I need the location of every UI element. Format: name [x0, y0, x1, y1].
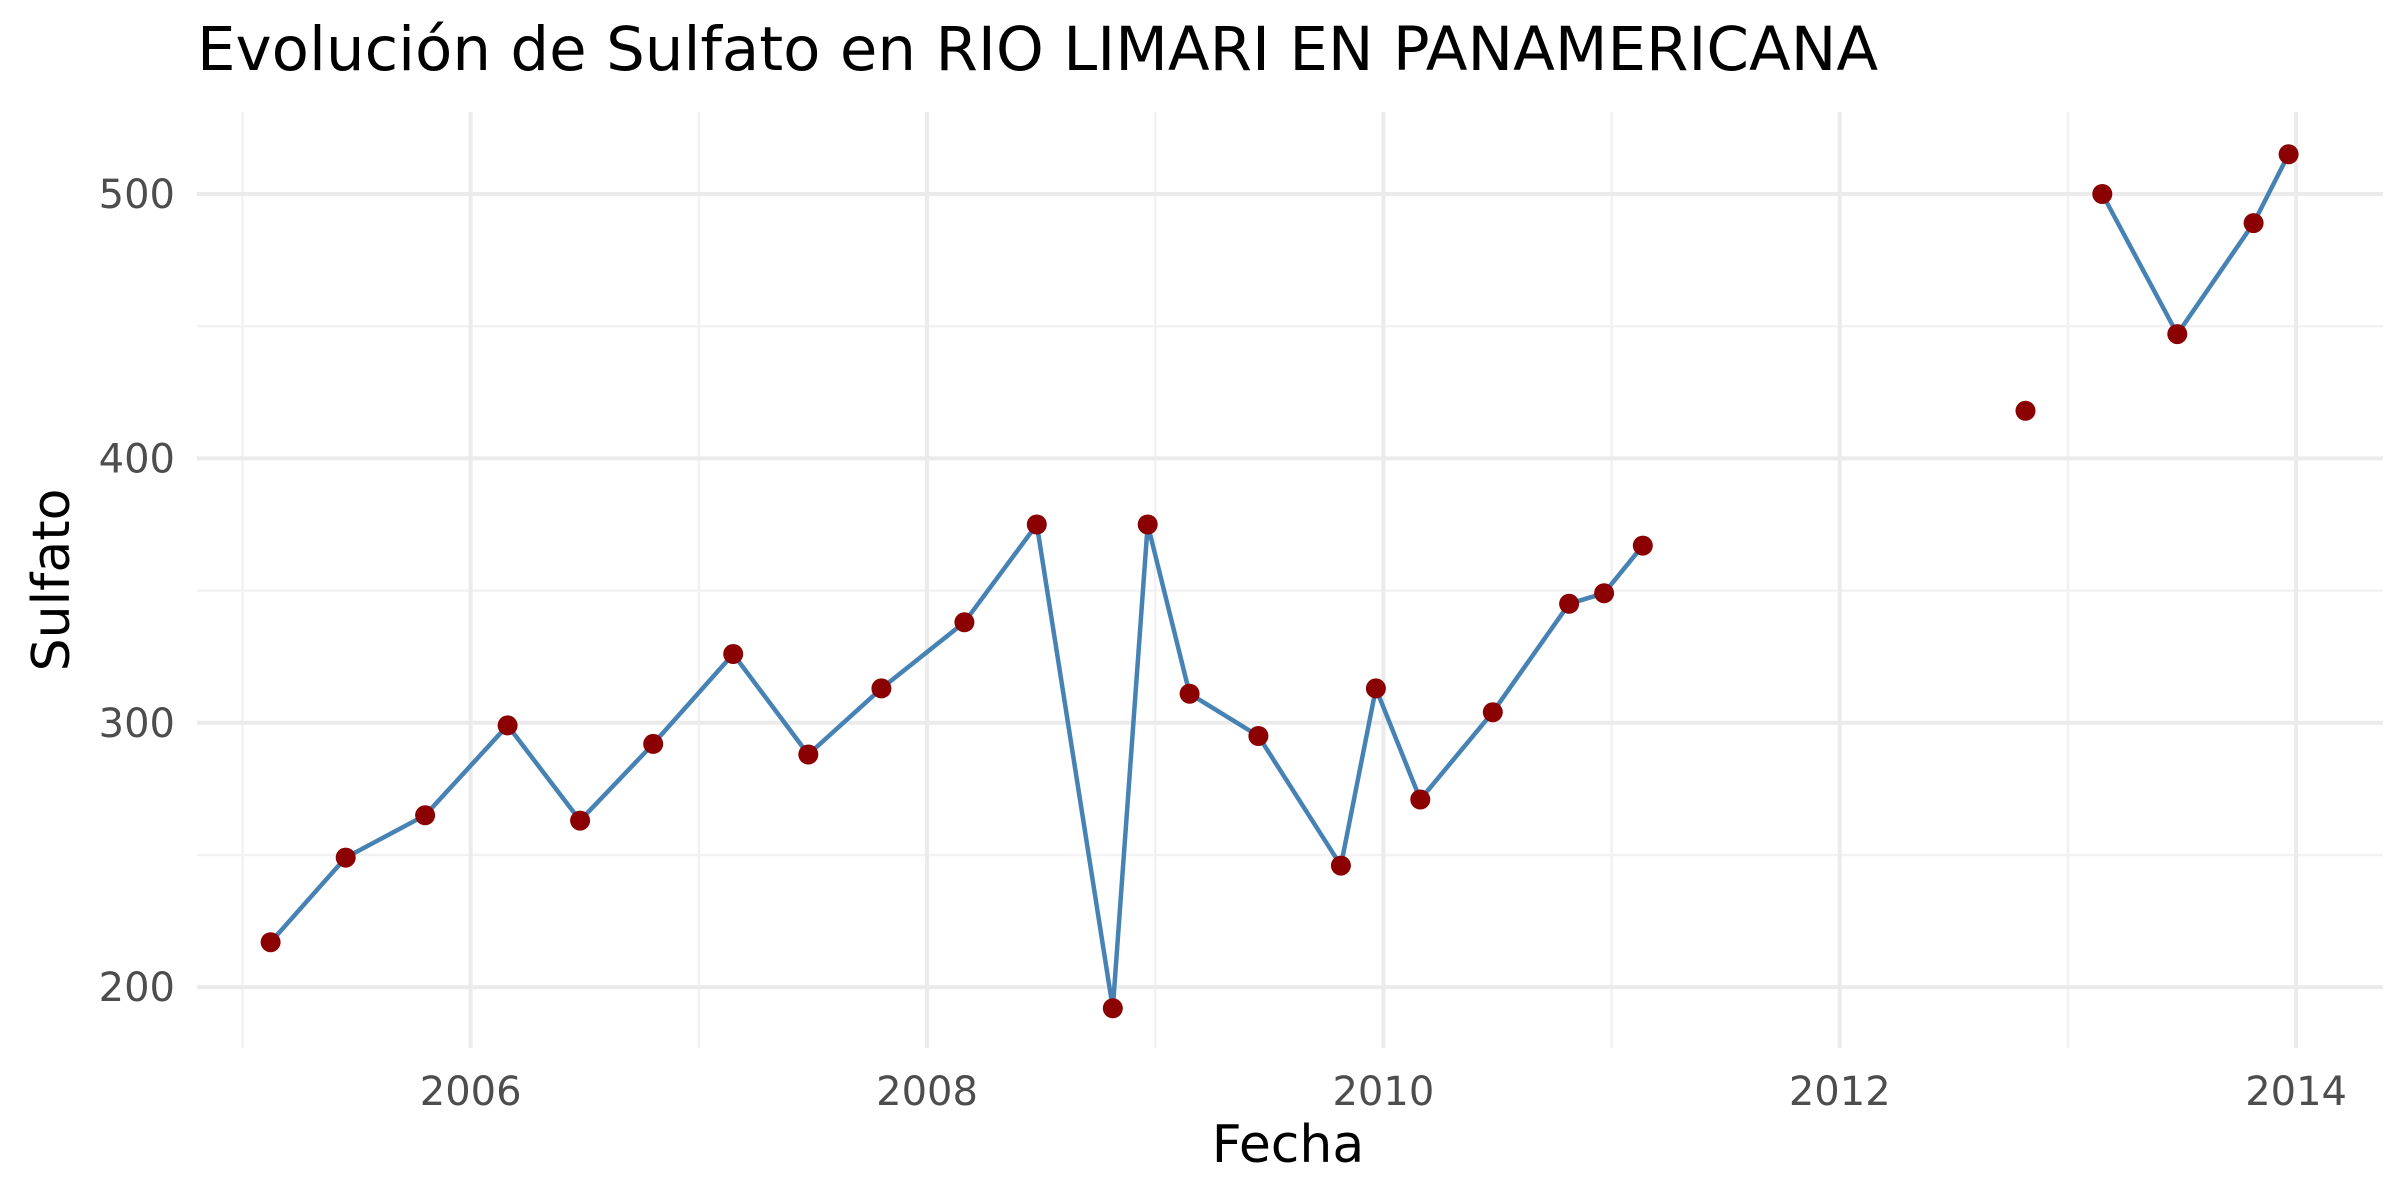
- data-point: [1179, 683, 1200, 704]
- x-tick-label: 2008: [876, 1069, 978, 1115]
- y-tick-label: 300: [99, 701, 175, 747]
- series-layer: [268, 152, 2291, 1011]
- data-point: [260, 932, 281, 953]
- data-point: [2015, 400, 2036, 421]
- data-point: [2167, 324, 2188, 345]
- data-point: [1248, 726, 1269, 746]
- grid: [197, 112, 2383, 1048]
- data-point: [1410, 789, 1431, 810]
- data-point: [643, 733, 664, 754]
- data-point: [2092, 184, 2113, 204]
- x-axis-title: Fecha: [1212, 1115, 1364, 1175]
- y-tick-label: 200: [99, 965, 175, 1011]
- data-point: [2243, 213, 2264, 234]
- data-point: [798, 744, 819, 765]
- data-point: [1482, 702, 1503, 723]
- data-point: [723, 644, 744, 664]
- data-point: [415, 805, 436, 826]
- data-point: [1594, 583, 1615, 604]
- y-axis-title: Sulfato: [22, 489, 82, 672]
- points-layer: [260, 144, 2299, 1019]
- data-point: [1559, 593, 1580, 614]
- x-tick-label: 2006: [420, 1069, 522, 1115]
- series-line: [268, 522, 1646, 1011]
- data-point: [1137, 514, 1158, 535]
- series-line: [2100, 152, 2291, 337]
- data-point: [871, 678, 892, 699]
- data-point: [497, 715, 518, 736]
- data-point: [1632, 535, 1653, 556]
- tick-labels: 200 300 400 500 2006 2008 2010 2012 2014: [99, 172, 2347, 1115]
- data-point: [954, 612, 975, 633]
- x-tick-label: 2012: [1789, 1069, 1891, 1115]
- chart-title: Evolución de Sulfato en RIO LIMARI EN PA…: [197, 14, 1878, 85]
- data-point: [1365, 678, 1386, 699]
- y-tick-label: 400: [99, 436, 175, 482]
- data-point: [335, 847, 356, 868]
- data-point: [1026, 514, 1047, 535]
- y-tick-label: 500: [99, 172, 175, 218]
- x-tick-label: 2014: [2245, 1069, 2347, 1115]
- data-point: [2278, 144, 2299, 165]
- data-point: [1330, 855, 1351, 876]
- x-tick-label: 2010: [1332, 1069, 1434, 1115]
- data-point: [1102, 998, 1123, 1019]
- data-point: [570, 810, 591, 831]
